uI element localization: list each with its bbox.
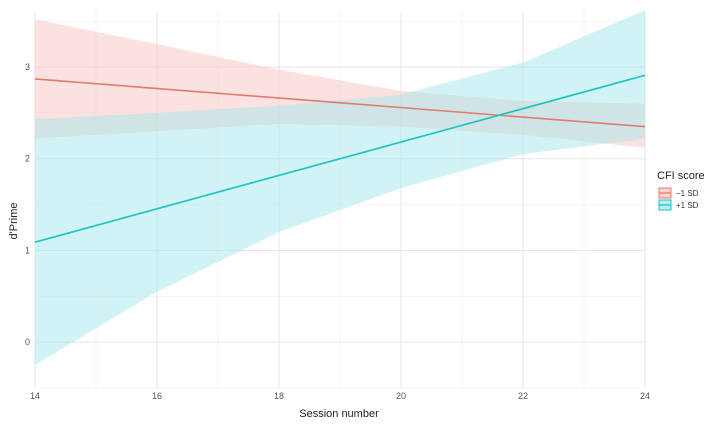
x-tick-label: 24 (640, 391, 650, 401)
y-tick-label: 0 (25, 337, 30, 347)
series-line-minus-1sd (34, 78, 646, 128)
legend-title: CFI score (657, 170, 705, 182)
x-tick-label: 18 (274, 391, 284, 401)
y-axis-title: d'Prime (8, 203, 20, 240)
x-tick-label: 22 (518, 391, 528, 401)
confidence-bands (35, 10, 645, 366)
x-tick-label: 16 (152, 391, 162, 401)
legend-item: −1 SD (658, 187, 699, 199)
x-tick-labels: 14 16 18 20 22 24 (30, 391, 650, 401)
x-tick-label: 14 (30, 391, 40, 401)
y-tick-label: 3 (25, 62, 30, 72)
legend-label: +1 SD (676, 201, 699, 210)
y-tick-label: 2 (25, 154, 30, 164)
x-axis-title: Session number (299, 408, 379, 420)
y-tick-labels: 0 1 2 3 (25, 62, 30, 347)
legend-item: +1 SD (658, 199, 699, 211)
y-tick-label: 1 (25, 245, 30, 255)
confidence-band-plus-1sd (35, 10, 645, 366)
series-line-plus-1sd (34, 74, 646, 243)
legend-label: −1 SD (676, 189, 699, 198)
x-tick-label: 20 (396, 391, 406, 401)
series-lines (34, 74, 646, 243)
legend: CFI score −1 SD +1 SD (657, 170, 705, 211)
